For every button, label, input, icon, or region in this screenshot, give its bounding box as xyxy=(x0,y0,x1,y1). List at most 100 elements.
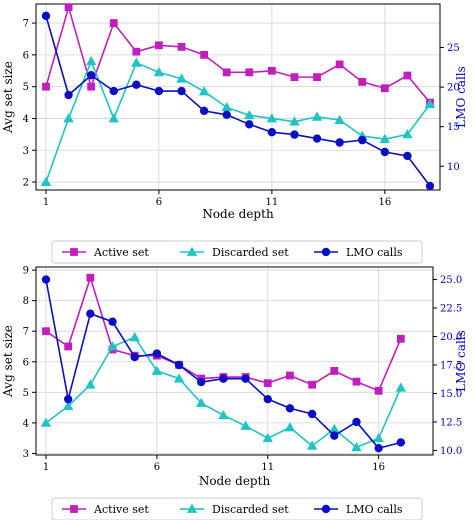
data-point-lmo xyxy=(245,120,254,129)
legend-label-lmo: LMO calls xyxy=(346,503,403,516)
y-tick-label: 6 xyxy=(23,357,29,368)
data-point-lmo xyxy=(335,138,344,147)
data-point-lmo xyxy=(86,71,96,80)
data-point-lmo xyxy=(380,147,390,157)
data-point-active xyxy=(374,386,383,395)
legend-label-active: Active set xyxy=(93,503,149,516)
series-discarded xyxy=(40,331,407,452)
data-point-active xyxy=(286,371,294,380)
series-line-lmo xyxy=(45,15,431,187)
x-tick-label: 1 xyxy=(43,462,49,473)
data-point-discarded xyxy=(198,86,210,96)
data-point-lmo xyxy=(130,352,139,362)
data-point-discarded xyxy=(424,98,436,109)
y2-tick-label: 10.0 xyxy=(440,446,462,457)
data-point-discarded xyxy=(373,432,384,443)
data-point-discarded xyxy=(129,331,140,342)
data-point-active xyxy=(396,334,405,343)
data-point-lmo xyxy=(290,130,299,139)
legend-marker-discarded xyxy=(186,246,198,256)
data-point-active xyxy=(155,41,163,50)
y2-tick-label: 25.0 xyxy=(440,275,462,286)
data-point-active xyxy=(403,71,412,80)
x-tick-label: 11 xyxy=(261,462,274,473)
data-point-discarded xyxy=(284,422,296,432)
legend-marker-lmo xyxy=(321,247,331,257)
data-point-discarded xyxy=(379,133,391,144)
data-point-active xyxy=(352,377,361,386)
y-tick-label: 7 xyxy=(23,327,29,338)
series-lmo xyxy=(41,11,435,191)
data-point-lmo xyxy=(174,360,184,370)
data-point-active xyxy=(245,68,254,77)
data-point-active xyxy=(267,66,276,75)
x-axis-label: Node depth xyxy=(199,474,271,488)
data-point-discarded xyxy=(173,373,185,383)
y2-axis-label: LMO calls xyxy=(454,66,468,128)
data-point-active xyxy=(64,3,73,12)
y2-tick-label: 12.5 xyxy=(440,417,462,428)
legend-marker-active xyxy=(70,505,78,513)
data-point-discarded xyxy=(107,341,118,351)
legend-label-discarded: Discarded set xyxy=(212,246,289,259)
data-point-discarded xyxy=(262,432,273,443)
legend-label-lmo: LMO calls xyxy=(346,246,403,259)
series-line-discarded xyxy=(45,59,431,183)
data-point-lmo xyxy=(86,309,95,318)
y-tick-label: 3 xyxy=(23,146,29,157)
data-point-discarded xyxy=(266,113,278,123)
y-tick-label: 8 xyxy=(23,296,29,307)
data-point-active xyxy=(335,60,344,69)
data-point-active xyxy=(177,43,186,51)
data-point-lmo xyxy=(241,374,250,383)
data-point-active xyxy=(64,342,73,351)
y2-tick-label: 20.0 xyxy=(440,332,462,343)
data-point-active xyxy=(200,50,209,59)
data-point-lmo xyxy=(352,417,361,427)
data-point-active xyxy=(263,379,272,388)
data-point-active xyxy=(380,84,389,93)
data-point-lmo xyxy=(374,443,383,453)
legend-marker-discarded xyxy=(186,503,198,513)
y2-tick-label: 20 xyxy=(447,83,460,94)
data-point-lmo xyxy=(330,431,339,440)
legend: Active set Discarded set LMO calls xyxy=(51,497,423,520)
data-point-lmo xyxy=(358,135,367,145)
series-active xyxy=(42,3,434,107)
legend-box xyxy=(51,497,423,520)
data-point-discarded xyxy=(402,129,413,139)
y2-tick-label: 15 xyxy=(447,122,460,133)
data-point-active xyxy=(86,273,95,282)
x-tick-label: 16 xyxy=(372,462,385,473)
data-point-lmo xyxy=(396,438,406,447)
data-point-discarded xyxy=(153,67,165,77)
plot-frame xyxy=(35,266,434,456)
y2-tick-label: 10 xyxy=(447,162,460,173)
y2-tick-label: 25 xyxy=(447,43,460,54)
data-point-discarded xyxy=(108,113,119,123)
data-point-lmo xyxy=(219,374,228,383)
data-point-lmo xyxy=(154,86,164,96)
data-point-lmo xyxy=(263,394,272,404)
data-point-active xyxy=(313,73,321,82)
legend-box xyxy=(51,240,423,264)
data-point-discarded xyxy=(306,440,318,450)
x-axis-label: Node depth xyxy=(202,207,274,221)
data-point-active xyxy=(308,380,317,389)
y2-tick-label: 22.5 xyxy=(440,304,462,315)
data-point-lmo xyxy=(403,151,412,161)
data-point-lmo xyxy=(307,409,317,419)
x-tick-label: 11 xyxy=(266,197,279,208)
data-point-discarded xyxy=(329,423,340,433)
y-tick-label: 2 xyxy=(23,178,29,189)
data-point-discarded xyxy=(151,365,163,375)
data-point-active xyxy=(87,82,96,91)
data-point-active xyxy=(222,68,231,77)
data-point-lmo xyxy=(177,86,186,96)
data-point-active xyxy=(132,47,141,56)
data-point-discarded xyxy=(40,176,52,186)
data-point-discarded xyxy=(131,57,142,67)
data-point-lmo xyxy=(222,110,231,120)
data-point-lmo xyxy=(64,90,73,100)
x-tick-label: 6 xyxy=(156,197,162,208)
